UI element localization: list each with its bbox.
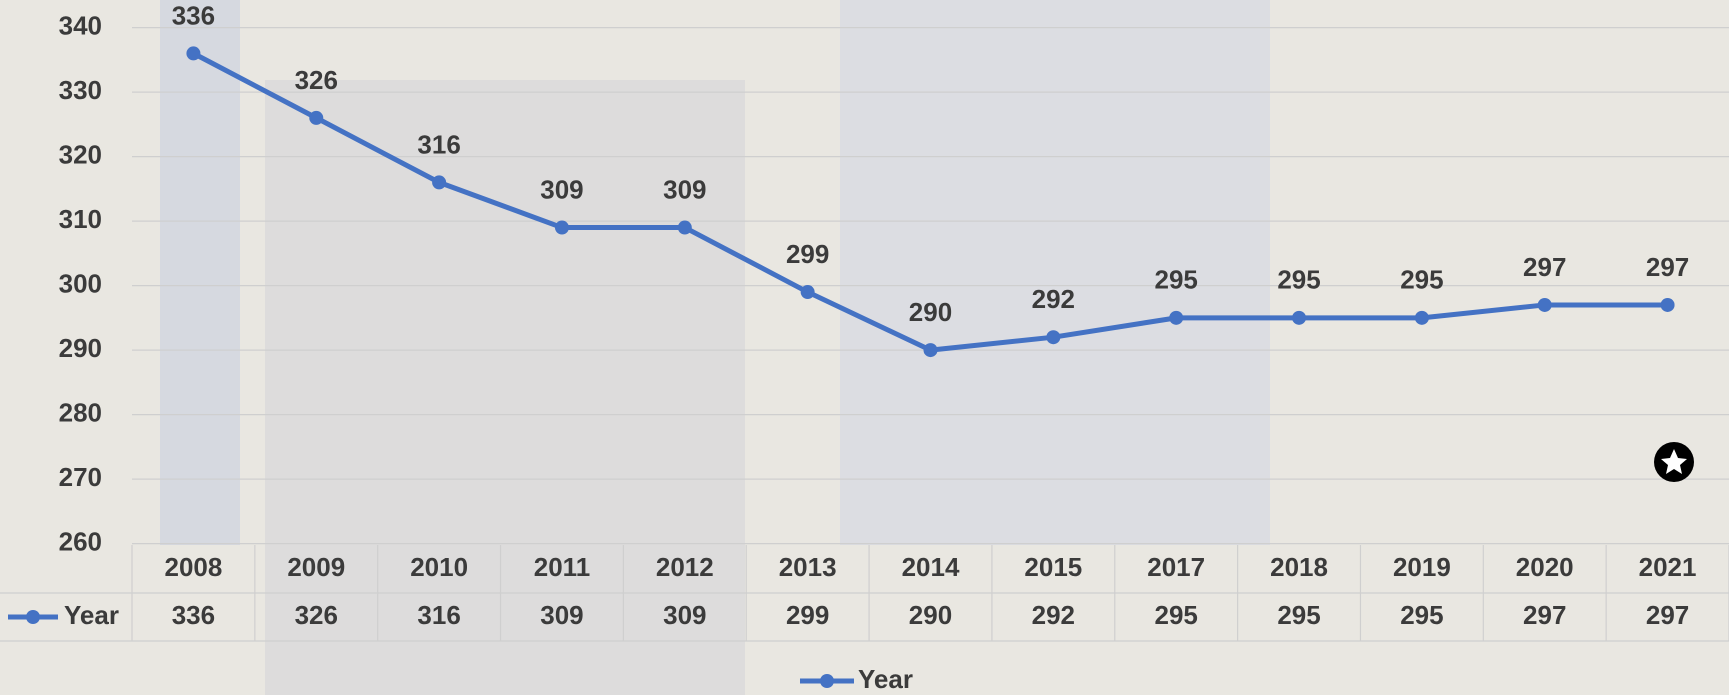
data-label: 297 xyxy=(1523,252,1566,282)
x-tick-label: 2013 xyxy=(779,552,837,582)
table-value: 292 xyxy=(1032,600,1075,630)
data-label: 316 xyxy=(417,129,460,159)
data-label: 309 xyxy=(540,174,583,204)
y-tick-label: 340 xyxy=(59,10,102,40)
x-tick-label: 2010 xyxy=(410,552,468,582)
point xyxy=(1292,310,1307,325)
point xyxy=(1414,310,1429,325)
x-tick-label: 2021 xyxy=(1639,552,1697,582)
x-tick-label: 2018 xyxy=(1270,552,1328,582)
point xyxy=(677,220,692,235)
data-label: 326 xyxy=(295,65,338,95)
x-tick-label: 2008 xyxy=(165,552,223,582)
legend-key-marker xyxy=(820,674,834,688)
x-tick-label: 2017 xyxy=(1147,552,1205,582)
table-value: 309 xyxy=(663,600,706,630)
table-value: 309 xyxy=(540,600,583,630)
table-value: 299 xyxy=(786,600,829,630)
data-label: 309 xyxy=(663,174,706,204)
background-curtain xyxy=(160,0,240,545)
data-label: 295 xyxy=(1277,265,1320,295)
legend-key-marker xyxy=(26,610,40,624)
x-tick-label: 2014 xyxy=(902,552,960,582)
data-label: 290 xyxy=(909,297,952,327)
y-tick-label: 270 xyxy=(59,462,102,492)
point xyxy=(186,46,201,61)
point xyxy=(554,220,569,235)
y-tick-label: 320 xyxy=(59,139,102,169)
point xyxy=(1169,310,1184,325)
table-value: 295 xyxy=(1277,600,1320,630)
point xyxy=(309,110,324,125)
star-icon xyxy=(1661,449,1687,474)
data-label: 336 xyxy=(172,0,215,30)
table-value: 295 xyxy=(1154,600,1197,630)
point xyxy=(800,285,815,300)
point xyxy=(1537,297,1552,312)
y-tick-label: 310 xyxy=(59,204,102,234)
data-label: 299 xyxy=(786,239,829,269)
y-tick-label: 300 xyxy=(59,268,102,298)
y-tick-label: 290 xyxy=(59,333,102,363)
table-value: 316 xyxy=(417,600,460,630)
x-tick-label: 2020 xyxy=(1516,552,1574,582)
table-legend-label: Year xyxy=(64,600,119,630)
legend-label: Year xyxy=(858,664,913,694)
x-tick-label: 2019 xyxy=(1393,552,1451,582)
point xyxy=(923,343,938,358)
x-tick-label: 2011 xyxy=(534,552,590,582)
table-value: 297 xyxy=(1646,600,1689,630)
table-value: 297 xyxy=(1523,600,1566,630)
data-label: 295 xyxy=(1400,265,1443,295)
y-tick-label: 260 xyxy=(59,526,102,556)
data-label: 295 xyxy=(1154,265,1197,295)
table-value: 336 xyxy=(172,600,215,630)
data-label: 297 xyxy=(1646,252,1689,282)
point xyxy=(1660,297,1675,312)
point xyxy=(432,175,447,190)
table-value: 290 xyxy=(909,600,952,630)
x-tick-label: 2015 xyxy=(1024,552,1082,582)
y-tick-label: 330 xyxy=(59,75,102,105)
table-value: 295 xyxy=(1400,600,1443,630)
y-tick-label: 280 xyxy=(59,397,102,427)
point xyxy=(1046,330,1061,345)
data-label: 292 xyxy=(1032,284,1075,314)
background-curtain xyxy=(840,0,1270,545)
table-value: 326 xyxy=(295,600,338,630)
x-tick-label: 2012 xyxy=(656,552,714,582)
x-tick-label: 2009 xyxy=(287,552,345,582)
